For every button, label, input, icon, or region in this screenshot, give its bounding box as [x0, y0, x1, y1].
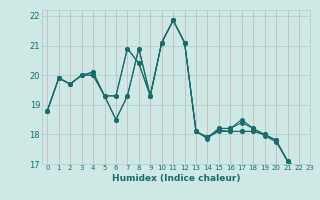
X-axis label: Humidex (Indice chaleur): Humidex (Indice chaleur) [112, 174, 240, 183]
